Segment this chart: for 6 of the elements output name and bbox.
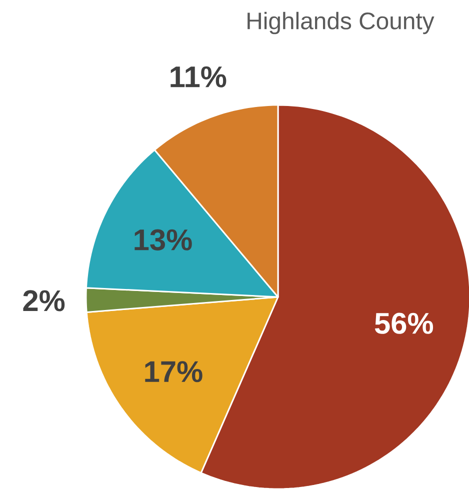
data-label: 56% bbox=[374, 312, 434, 334]
chart-title: Highlands County bbox=[248, 12, 434, 34]
data-label: 11% bbox=[170, 66, 226, 88]
data-label: 17% bbox=[145, 361, 202, 382]
data-label: 2% bbox=[23, 290, 65, 312]
data-label: 13% bbox=[134, 229, 192, 250]
